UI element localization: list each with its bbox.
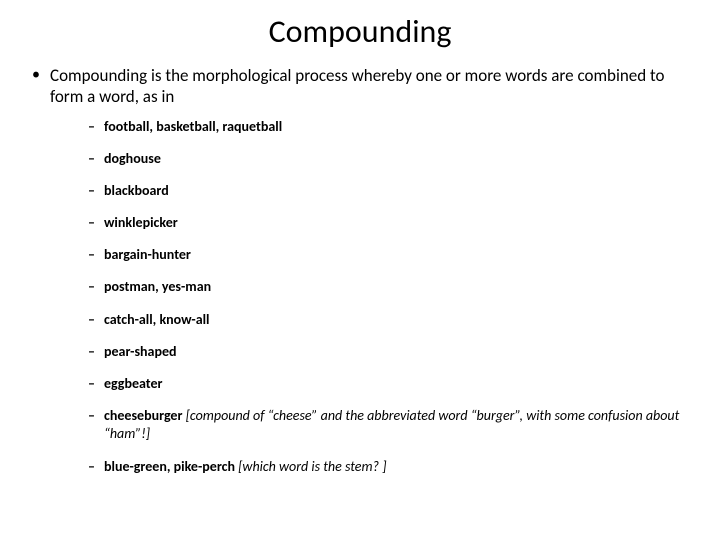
item-text: cheeseburger — [104, 407, 186, 424]
list-item: cheeseburger [compound of “cheese” and t… — [88, 407, 696, 443]
list-item: blackboard — [88, 182, 696, 200]
intro-bullet: Compounding is the morphological process… — [32, 65, 696, 476]
item-text: bargain-hunter — [104, 246, 191, 263]
list-item: doghouse — [88, 150, 696, 168]
slide-title: Compounding — [24, 12, 696, 51]
item-text: blackboard — [104, 182, 169, 199]
item-text: doghouse — [104, 150, 161, 167]
list-item: pear-shaped — [88, 343, 696, 361]
item-note: [which word is the stem? ] — [238, 458, 386, 475]
item-text: winklepicker — [104, 214, 178, 231]
item-text: catch-all, know-all — [104, 311, 209, 328]
item-text: pear-shaped — [104, 343, 177, 360]
bullet-level-1: Compounding is the morphological process… — [24, 65, 696, 476]
item-text: postman, yes-man — [104, 278, 211, 295]
bullet-level-2: football, basketball, raquetball doghous… — [50, 118, 696, 476]
list-item: winklepicker — [88, 214, 696, 232]
list-item: bargain-hunter — [88, 246, 696, 264]
item-text: football, basketball, raquetball — [104, 118, 282, 135]
list-item: catch-all, know-all — [88, 311, 696, 329]
item-text: blue-green, pike-perch — [104, 458, 238, 475]
item-note: [compound of “cheese” and the abbreviate… — [104, 407, 679, 442]
list-item: eggbeater — [88, 375, 696, 393]
intro-text: Compounding is the morphological process… — [50, 65, 665, 107]
item-text: eggbeater — [104, 375, 163, 392]
list-item: blue-green, pike-perch [which word is th… — [88, 458, 696, 476]
list-item: football, basketball, raquetball — [88, 118, 696, 136]
list-item: postman, yes-man — [88, 278, 696, 296]
